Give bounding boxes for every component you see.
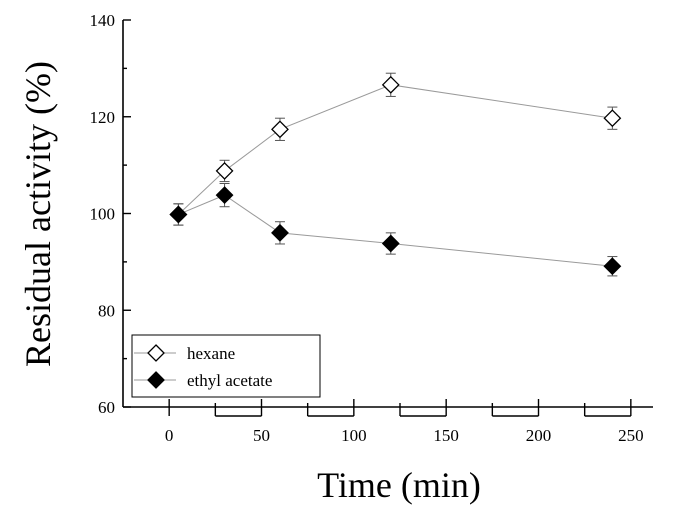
legend-box (131, 334, 321, 398)
data-point (603, 109, 622, 128)
legend-marker (147, 344, 165, 362)
legend: hexane ethyl acetate (131, 334, 321, 398)
series-layer (169, 72, 622, 277)
y-tick-label: 100 (90, 205, 116, 224)
legend-marker (147, 371, 165, 389)
data-point (215, 162, 234, 180)
legend-label: hexane (187, 344, 235, 363)
y-tick-label: 60 (98, 398, 115, 417)
data-point (381, 234, 400, 253)
series-ethyl-acetate (169, 183, 622, 277)
y-axis-title: Residual activity (%) (18, 61, 58, 367)
data-point (603, 257, 622, 276)
series-line (178, 84, 613, 215)
legend-label: ethyl acetate (187, 371, 272, 390)
x-tick-label: 200 (526, 426, 552, 445)
axes: 60 80 100 120 140 0 50 100 150 200 250 (90, 11, 653, 445)
x-tick-label: 0 (165, 426, 174, 445)
x-tick-label: 100 (341, 426, 367, 445)
y-tick-label: 120 (90, 108, 116, 127)
x-tick-label: 250 (618, 426, 644, 445)
series-hexane (169, 72, 622, 226)
data-point (271, 223, 289, 242)
y-tick-label: 140 (90, 11, 116, 30)
x-tick-label: 150 (433, 426, 459, 445)
data-point (271, 120, 289, 139)
data-point (169, 205, 188, 224)
x-axis-title: Time (min) (317, 465, 481, 505)
data-point (381, 75, 400, 94)
series-line (178, 194, 613, 267)
y-tick-label: 80 (98, 301, 115, 320)
x-tick-label: 50 (253, 426, 270, 445)
data-point (215, 186, 234, 205)
